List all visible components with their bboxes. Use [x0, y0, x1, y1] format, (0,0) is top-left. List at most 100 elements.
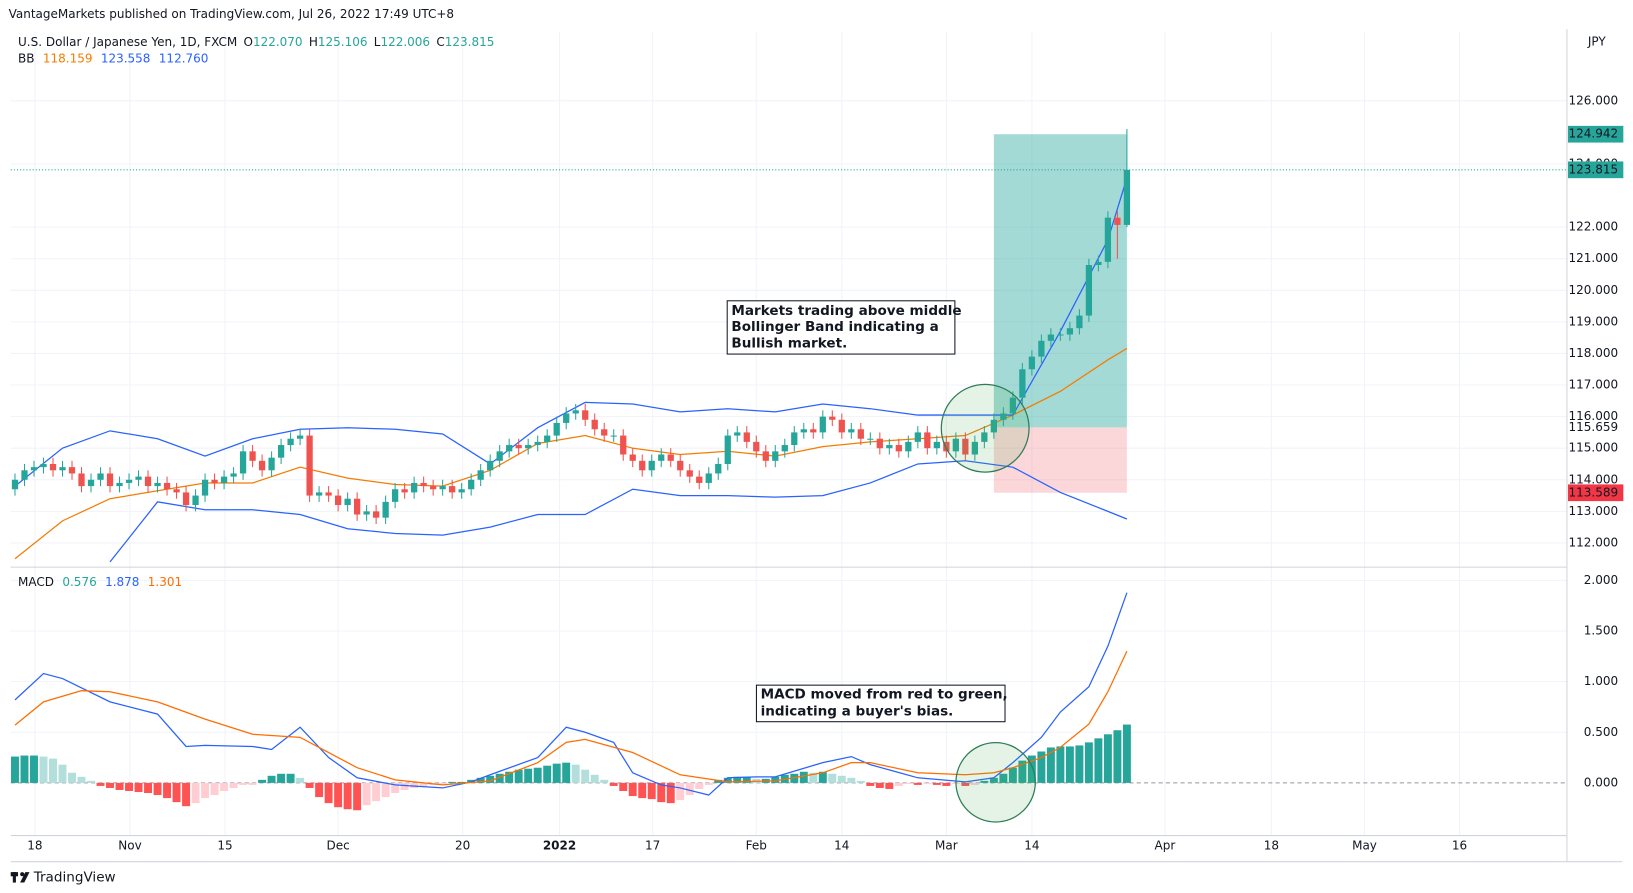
- candle-body: [211, 479, 218, 483]
- histogram-bar: [609, 782, 618, 786]
- candle-body: [106, 473, 114, 487]
- candle-body: [848, 429, 855, 433]
- histogram-bar: [210, 782, 219, 796]
- histogram-bar: [486, 775, 495, 783]
- histogram-bar: [828, 773, 837, 783]
- legend-item: 125.106: [318, 34, 368, 48]
- histogram-bar: [58, 764, 67, 783]
- histogram-bar: [704, 782, 713, 785]
- histogram-bar: [505, 771, 514, 783]
- candle-body: [1019, 369, 1026, 398]
- histogram-bar: [647, 782, 656, 800]
- candle-body: [857, 429, 864, 439]
- candle-body: [544, 435, 551, 442]
- histogram-bar: [457, 781, 466, 783]
- candle-body: [1047, 334, 1055, 341]
- candle-body: [449, 486, 456, 493]
- annotation-box: [755, 684, 1006, 723]
- histogram-bar: [315, 782, 324, 798]
- candle-body: [981, 432, 988, 442]
- histogram-bar: [220, 782, 229, 791]
- histogram-bar: [619, 782, 628, 791]
- candle-body: [277, 445, 285, 458]
- histogram-bar: [818, 771, 827, 783]
- histogram-bar: [961, 782, 970, 786]
- candle-body: [753, 441, 760, 452]
- x-tick-label: Feb: [746, 839, 767, 853]
- legend-item: U.S. Dollar / Japanese Yen, 1D, FXCM: [18, 34, 237, 48]
- histogram-bar: [362, 782, 371, 806]
- x-tick-label: May: [1352, 839, 1377, 853]
- histogram-bar: [1075, 745, 1084, 783]
- histogram-bar: [20, 755, 29, 783]
- candle-body: [40, 463, 47, 468]
- legend-item: MACD: [18, 574, 54, 588]
- histogram-bar: [1046, 747, 1055, 783]
- histogram-bar: [134, 782, 143, 793]
- y-tick-label: 122.000: [1568, 220, 1618, 234]
- candle-body: [743, 432, 750, 442]
- candle-body: [68, 467, 76, 474]
- y-tick-label: 113.000: [1568, 504, 1618, 518]
- candle-body: [781, 445, 788, 452]
- annotation-text: Markets trading above middle: [731, 303, 961, 319]
- y-tick-label: 118.000: [1568, 346, 1618, 360]
- candle-body: [220, 476, 228, 483]
- profit-zone: [993, 134, 1127, 428]
- x-tick-label: 17: [645, 839, 660, 853]
- legend-item: L: [374, 34, 381, 48]
- candle-body: [372, 511, 380, 518]
- histogram-bar: [1027, 755, 1036, 783]
- annotation-text: indicating a buyer's bias.: [761, 703, 954, 719]
- candle-body: [677, 460, 684, 471]
- candle-body: [1000, 413, 1007, 420]
- histogram-bar: [391, 782, 400, 794]
- stop-price-label: 113.589: [1568, 485, 1618, 499]
- candle-body: [392, 489, 399, 502]
- y-tick-label: 119.000: [1568, 314, 1618, 328]
- annotation-box: [726, 300, 956, 355]
- histogram-bar: [277, 773, 286, 783]
- candle-body: [468, 479, 475, 490]
- histogram-bar: [1103, 734, 1112, 783]
- legend-item: 112.760: [159, 51, 209, 65]
- candle-body: [420, 482, 427, 487]
- histogram-bar: [799, 771, 808, 783]
- candle-body: [715, 463, 722, 474]
- histogram-bar: [923, 782, 932, 784]
- legend: U.S. Dollar / Japanese Yen, 1D, FXCM O122…: [18, 34, 494, 48]
- histogram-bar: [514, 769, 523, 783]
- histogram-bar: [125, 782, 134, 791]
- candle-body: [762, 451, 769, 461]
- histogram-bar: [381, 782, 390, 798]
- candle-body: [819, 416, 826, 433]
- histogram-bar: [847, 777, 856, 783]
- legend-item: O: [243, 34, 252, 48]
- candle-body: [876, 438, 883, 449]
- overlay-layer: Markets trading above middle Bollinger B…: [10, 125, 1624, 885]
- candle-body: [21, 470, 28, 480]
- candle-body: [525, 445, 532, 449]
- bollinger-line: [109, 460, 1128, 563]
- histogram-bar: [875, 782, 884, 788]
- candle-body: [116, 482, 123, 487]
- candle-body: [686, 470, 693, 477]
- target-price-label: 124.942: [1568, 127, 1618, 141]
- annotation-text: Bollinger Band indicating a: [731, 319, 938, 335]
- plot: 18 Nov 15 Dec 20 2022 17 Feb 14 Mar 14 Apr 18 May 16 11…: [10, 31, 1618, 853]
- y-tick-label: 0.500: [1584, 725, 1618, 739]
- histogram-bar: [723, 777, 732, 783]
- histogram-bar: [790, 773, 799, 783]
- last-price-label-bg: [1567, 161, 1624, 179]
- histogram-bar: [533, 767, 542, 783]
- candle-body: [648, 460, 655, 471]
- candle-body: [829, 416, 836, 420]
- candle-body: [325, 492, 332, 496]
- candle-body: [201, 479, 209, 496]
- candle-body: [382, 501, 389, 518]
- candle-body: [154, 482, 161, 487]
- legend-item: 1.301: [148, 574, 182, 588]
- histogram-bar: [885, 782, 894, 789]
- candle-body: [1095, 261, 1102, 266]
- candle-body: [506, 445, 513, 452]
